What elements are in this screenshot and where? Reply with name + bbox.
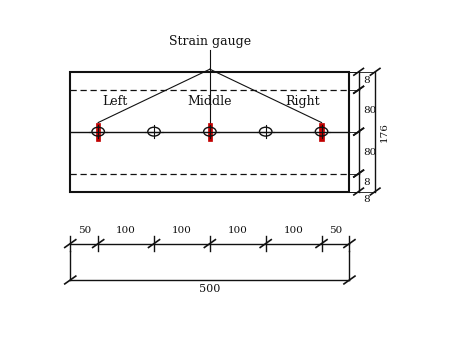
Bar [208, 123, 212, 141]
Text: 500: 500 [199, 284, 220, 294]
Text: 176: 176 [380, 122, 389, 142]
Text: Right: Right [285, 95, 319, 108]
Text: Strain gauge: Strain gauge [169, 35, 251, 48]
Bar [96, 123, 100, 141]
Text: 50: 50 [78, 226, 91, 235]
Bar [319, 123, 324, 141]
Text: Middle: Middle [188, 95, 232, 108]
Text: 50: 50 [329, 226, 342, 235]
Bar [70, 72, 349, 192]
Text: 8: 8 [363, 76, 370, 85]
Text: Left: Left [102, 95, 127, 108]
Text: 80: 80 [363, 106, 376, 115]
Text: 80: 80 [363, 148, 376, 157]
Text: 8: 8 [363, 195, 370, 204]
Text: 100: 100 [116, 226, 136, 235]
Text: 100: 100 [283, 226, 303, 235]
Text: 8: 8 [363, 178, 370, 187]
Text: 100: 100 [228, 226, 248, 235]
Text: 100: 100 [172, 226, 192, 235]
